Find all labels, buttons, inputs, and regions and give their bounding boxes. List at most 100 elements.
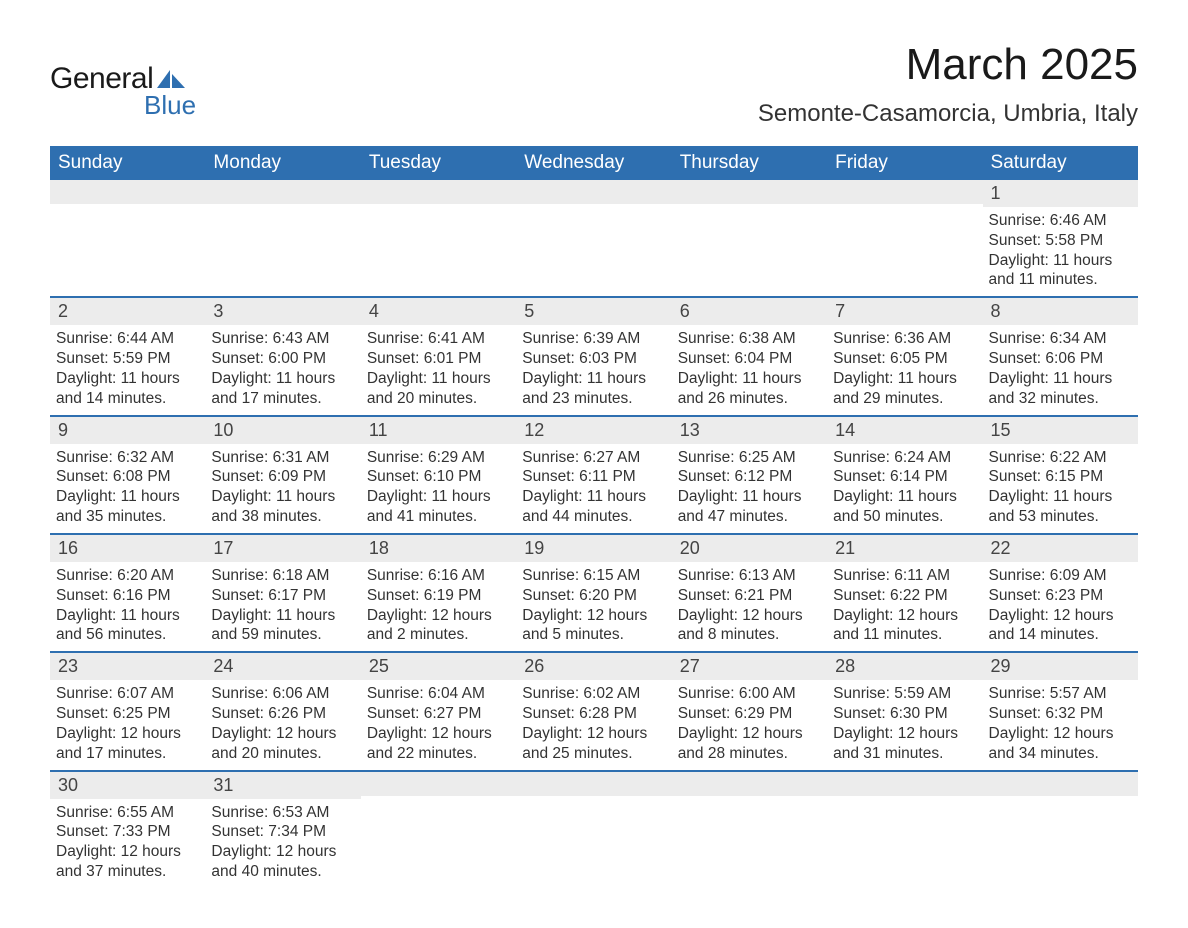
daylight-text: Daylight: 11 hours and 56 minutes. (56, 606, 199, 646)
day-content (672, 796, 827, 806)
daylight-text: Daylight: 11 hours and 23 minutes. (522, 369, 665, 409)
day-number: 10 (205, 417, 360, 444)
daylight-text: Daylight: 11 hours and 59 minutes. (211, 606, 354, 646)
sunset-text: Sunset: 6:05 PM (833, 349, 976, 369)
sunset-text: Sunset: 5:59 PM (56, 349, 199, 369)
day-content: Sunrise: 5:59 AMSunset: 6:30 PMDaylight:… (827, 680, 982, 769)
day-number (361, 772, 516, 796)
day-number: 29 (983, 653, 1138, 680)
weekday-header: Monday (205, 146, 360, 180)
calendar-week-row: 2Sunrise: 6:44 AMSunset: 5:59 PMDaylight… (50, 297, 1138, 415)
calendar-week-row: 9 Sunrise: 6:32 AMSunset: 6:08 PM Daylight… (50, 416, 1138, 534)
weekday-header: Saturday (983, 146, 1138, 180)
day-number: 4 (361, 298, 516, 325)
calendar-day-cell (361, 180, 516, 297)
calendar-day-cell: 16Sunrise: 6:20 AMSunset: 6:16 PMDayligh… (50, 534, 205, 652)
logo-text-general: General (50, 62, 153, 96)
sunset-text: Sunset: 6:08 PM (56, 467, 199, 487)
sunrise-text: Sunrise: 6:55 AM (56, 803, 199, 823)
day-content (983, 796, 1138, 806)
calendar-day-cell: 7Sunrise: 6:36 AMSunset: 6:05 PMDaylight… (827, 297, 982, 415)
weekday-header: Sunday (50, 146, 205, 180)
sunrise-text: Sunrise: 6:38 AM (678, 329, 821, 349)
day-number: 24 (205, 653, 360, 680)
calendar-day-cell: 26Sunrise: 6:02 AMSunset: 6:28 PMDayligh… (516, 652, 671, 770)
sunrise-text: Sunrise: 6:06 AM (211, 684, 354, 704)
day-number: 26 (516, 653, 671, 680)
sunrise-text: Sunrise: 6:07 AM (56, 684, 199, 704)
calendar-day-cell: 10Sunrise: 6:31 AMSunset: 6:09 PMDayligh… (205, 416, 360, 534)
day-number (516, 772, 671, 796)
day-number: 9 (50, 417, 205, 444)
sunset-text: Sunset: 6:27 PM (367, 704, 510, 724)
calendar-day-cell: 11Sunrise: 6:29 AMSunset: 6:10 PMDayligh… (361, 416, 516, 534)
calendar-day-cell: 28Sunrise: 5:59 AMSunset: 6:30 PMDayligh… (827, 652, 982, 770)
day-content: Sunrise: 6:36 AMSunset: 6:05 PMDaylight:… (827, 325, 982, 414)
calendar-day-cell: 14Sunrise: 6:24 AMSunset: 6:14 PMDayligh… (827, 416, 982, 534)
day-content (361, 204, 516, 214)
sunset-text: Sunset: 6:22 PM (833, 586, 976, 606)
sunset-text: Sunset: 6:16 PM (56, 586, 199, 606)
day-content: Sunrise: 6:53 AMSunset: 7:34 PMDaylight:… (205, 799, 360, 888)
day-number: 19 (516, 535, 671, 562)
daylight-text: Daylight: 12 hours and 34 minutes. (989, 724, 1132, 764)
day-content: Sunrise: 6:11 AMSunset: 6:22 PMDaylight:… (827, 562, 982, 651)
daylight-text: Daylight: 11 hours and 32 minutes. (989, 369, 1132, 409)
day-content: Sunrise: 6:07 AMSunset: 6:25 PMDaylight:… (50, 680, 205, 769)
day-content: Sunrise: 6:15 AMSunset: 6:20 PMDaylight:… (516, 562, 671, 651)
day-content: Sunrise: 6:04 AMSunset: 6:27 PMDaylight:… (361, 680, 516, 769)
sunrise-text: Sunrise: 6:32 AM (56, 448, 199, 468)
calendar-body: 1Sunrise: 6:46 AMSunset: 5:58 PMDaylight… (50, 180, 1138, 888)
sunset-text: Sunset: 6:23 PM (989, 586, 1132, 606)
sunset-text: Sunset: 6:00 PM (211, 349, 354, 369)
calendar-day-cell: 19Sunrise: 6:15 AMSunset: 6:20 PMDayligh… (516, 534, 671, 652)
calendar-week-row: 1Sunrise: 6:46 AMSunset: 5:58 PMDaylight… (50, 180, 1138, 297)
sunrise-text: Sunrise: 6:22 AM (989, 448, 1132, 468)
calendar-day-cell: 5Sunrise: 6:39 AMSunset: 6:03 PMDaylight… (516, 297, 671, 415)
sunrise-text: Sunrise: 6:25 AM (678, 448, 821, 468)
sunset-text: Sunset: 6:17 PM (211, 586, 354, 606)
calendar-day-cell: 13Sunrise: 6:25 AMSunset: 6:12 PMDayligh… (672, 416, 827, 534)
daylight-text: Daylight: 11 hours and 41 minutes. (367, 487, 510, 527)
calendar-day-cell (672, 771, 827, 888)
daylight-text: Daylight: 11 hours and 11 minutes. (989, 251, 1132, 291)
calendar-day-cell: 17Sunrise: 6:18 AMSunset: 6:17 PMDayligh… (205, 534, 360, 652)
calendar-day-cell: 3Sunrise: 6:43 AMSunset: 6:00 PMDaylight… (205, 297, 360, 415)
day-content: Sunrise: 6:31 AMSunset: 6:09 PMDaylight:… (205, 444, 360, 533)
day-content: Sunrise: 6:25 AMSunset: 6:12 PMDaylight:… (672, 444, 827, 533)
calendar-day-cell: 15Sunrise: 6:22 AMSunset: 6:15 PMDayligh… (983, 416, 1138, 534)
day-number (672, 772, 827, 796)
daylight-text: Daylight: 12 hours and 11 minutes. (833, 606, 976, 646)
calendar-day-cell (827, 180, 982, 297)
sunset-text: Sunset: 6:01 PM (367, 349, 510, 369)
calendar-day-cell: 23Sunrise: 6:07 AMSunset: 6:25 PMDayligh… (50, 652, 205, 770)
day-number (827, 772, 982, 796)
sunrise-text: Sunrise: 6:00 AM (678, 684, 821, 704)
calendar-day-cell (50, 180, 205, 297)
day-number: 2 (50, 298, 205, 325)
sunrise-text: Sunrise: 6:02 AM (522, 684, 665, 704)
calendar-day-cell: 29Sunrise: 5:57 AMSunset: 6:32 PMDayligh… (983, 652, 1138, 770)
calendar-day-cell: 27Sunrise: 6:00 AMSunset: 6:29 PMDayligh… (672, 652, 827, 770)
sunset-text: Sunset: 6:26 PM (211, 704, 354, 724)
sunset-text: Sunset: 6:03 PM (522, 349, 665, 369)
sunset-text: Sunset: 6:14 PM (833, 467, 976, 487)
daylight-text: Daylight: 11 hours and 47 minutes. (678, 487, 821, 527)
daylight-text: Daylight: 11 hours and 50 minutes. (833, 487, 976, 527)
day-number (983, 772, 1138, 796)
calendar-day-cell: 20Sunrise: 6:13 AMSunset: 6:21 PMDayligh… (672, 534, 827, 652)
calendar-day-cell: 2Sunrise: 6:44 AMSunset: 5:59 PMDaylight… (50, 297, 205, 415)
sunrise-text: Sunrise: 6:16 AM (367, 566, 510, 586)
day-number (827, 180, 982, 204)
calendar-day-cell: 9Sunrise: 6:32 AMSunset: 6:08 PMDaylight… (50, 416, 205, 534)
day-content: Sunrise: 6:34 AMSunset: 6:06 PMDaylight:… (983, 325, 1138, 414)
sunset-text: Sunset: 6:21 PM (678, 586, 821, 606)
day-content (205, 204, 360, 214)
calendar-week-row: 30Sunrise: 6:55 AMSunset: 7:33 PMDayligh… (50, 771, 1138, 888)
day-number: 11 (361, 417, 516, 444)
day-number: 1 (983, 180, 1138, 207)
calendar-table: Sunday Monday Tuesday Wednesday Thursday… (50, 146, 1138, 888)
sunrise-text: Sunrise: 6:09 AM (989, 566, 1132, 586)
calendar-day-cell (983, 771, 1138, 888)
day-number: 23 (50, 653, 205, 680)
